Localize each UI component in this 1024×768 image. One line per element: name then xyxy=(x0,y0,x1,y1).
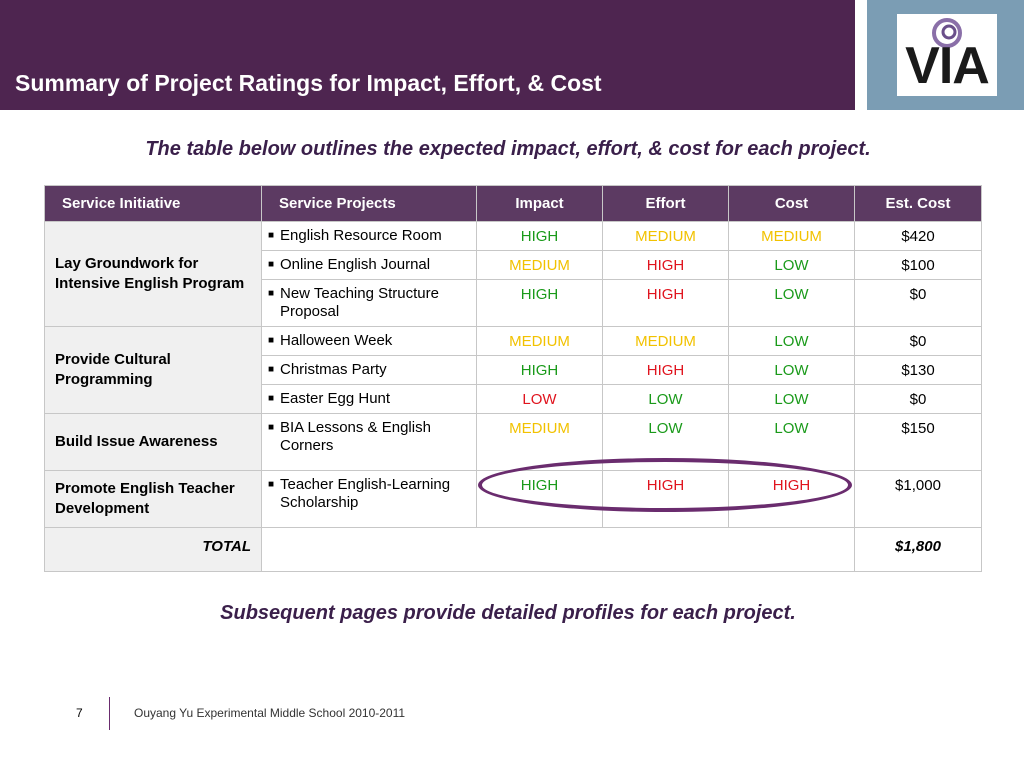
effort-cell: HIGH xyxy=(602,279,729,327)
total-label: TOTAL xyxy=(44,527,262,572)
table-row: Build Issue Awareness ■ BIA Lessons & Eng… xyxy=(44,413,982,471)
initiative-cell: Build Issue Awareness xyxy=(44,413,262,471)
cost-cell: LOW xyxy=(728,326,855,356)
impact-cell: MEDIUM xyxy=(476,250,603,280)
col-header-initiative: Service Initiative xyxy=(44,185,262,222)
initiative-cell: Lay Groundwork for Intensive English Pro… xyxy=(44,221,262,327)
est-cost-cell: $100 xyxy=(854,250,982,280)
footer-divider xyxy=(109,697,110,730)
bullet-icon: ■ xyxy=(268,393,275,404)
bullet-icon: ■ xyxy=(268,288,275,299)
project-cell: ■ Teacher English-Learning Scholarship xyxy=(261,470,477,528)
est-cost-cell: $150 xyxy=(854,413,982,471)
bullet-icon: ■ xyxy=(268,364,275,375)
est-cost-cell: $0 xyxy=(854,279,982,327)
table-row: Provide Cultural Programming ■ Halloween … xyxy=(44,326,982,414)
table-row: ■ New Teaching Structure Proposal HIGH HI… xyxy=(45,279,982,327)
project-cell: ■ BIA Lessons & English Corners xyxy=(261,413,477,471)
effort-cell: HIGH xyxy=(602,250,729,280)
col-header-cost: Cost xyxy=(728,185,855,222)
col-header-impact: Impact xyxy=(476,185,603,222)
col-header-effort: Effort xyxy=(602,185,729,222)
swirl-icon xyxy=(932,18,962,48)
logo-text: VIA xyxy=(905,37,990,95)
bullet-icon: ■ xyxy=(268,422,275,433)
project-cell: ■ Christmas Party xyxy=(261,355,477,385)
header-banner: Summary of Project Ratings for Impact, E… xyxy=(0,0,855,110)
project-cell: ■ Online English Journal xyxy=(261,250,477,280)
est-cost-cell: $130 xyxy=(854,355,982,385)
project-cell: ■ English Resource Room xyxy=(261,221,477,251)
via-logo: VIA xyxy=(897,14,997,96)
impact-cell: HIGH xyxy=(476,279,603,327)
table-header-row: Service Initiative Service Projects Impa… xyxy=(44,185,982,222)
bullet-icon: ■ xyxy=(268,230,275,241)
total-spacer xyxy=(261,527,855,572)
initiative-cell: Promote English Teacher Development xyxy=(44,470,262,528)
cost-cell: MEDIUM xyxy=(728,221,855,251)
bullet-icon: ■ xyxy=(268,259,275,270)
page-number: 7 xyxy=(76,706,83,720)
subtitle: The table below outlines the expected im… xyxy=(145,138,871,160)
est-cost-cell: $1,000 xyxy=(854,470,982,528)
impact-cell: MEDIUM xyxy=(476,326,603,356)
project-cell: ■ Halloween Week xyxy=(261,326,477,356)
cost-cell: LOW xyxy=(728,279,855,327)
logo-panel: VIA xyxy=(867,0,1024,110)
ratings-table: Service Initiative Service Projects Impa… xyxy=(44,185,982,572)
footer-text: Ouyang Yu Experimental Middle School 201… xyxy=(134,706,406,720)
col-header-projects: Service Projects xyxy=(261,185,477,222)
table-row: ■ Easter Egg Hunt LOW LOW LOW $0 xyxy=(45,384,982,414)
effort-cell: HIGH xyxy=(602,355,729,385)
bullet-icon: ■ xyxy=(268,479,275,490)
table-row: ■ Online English Journal MEDIUM HIGH LOW … xyxy=(45,250,982,280)
col-header-est-cost: Est. Cost xyxy=(854,185,982,222)
total-row: TOTAL $1,800 xyxy=(44,527,982,572)
effort-cell: MEDIUM xyxy=(602,326,729,356)
highlight-oval xyxy=(478,458,852,512)
initiative-cell: Provide Cultural Programming xyxy=(44,326,262,414)
bullet-icon: ■ xyxy=(268,335,275,346)
cost-cell: LOW xyxy=(728,355,855,385)
impact-cell: LOW xyxy=(476,384,603,414)
page-title: Summary of Project Ratings for Impact, E… xyxy=(15,70,602,96)
project-cell: ■ New Teaching Structure Proposal xyxy=(261,279,477,327)
bottom-note: Subsequent pages provide detailed profil… xyxy=(220,602,796,624)
table-row: Lay Groundwork for Intensive English Pro… xyxy=(44,221,982,327)
effort-cell: LOW xyxy=(602,384,729,414)
impact-cell: HIGH xyxy=(476,355,603,385)
est-cost-cell: $0 xyxy=(854,384,982,414)
impact-cell: HIGH xyxy=(476,221,603,251)
total-value: $1,800 xyxy=(854,527,982,572)
project-cell: ■ Easter Egg Hunt xyxy=(261,384,477,414)
cost-cell: LOW xyxy=(728,250,855,280)
effort-cell: MEDIUM xyxy=(602,221,729,251)
est-cost-cell: $0 xyxy=(854,326,982,356)
cost-cell: LOW xyxy=(728,384,855,414)
est-cost-cell: $420 xyxy=(854,221,982,251)
